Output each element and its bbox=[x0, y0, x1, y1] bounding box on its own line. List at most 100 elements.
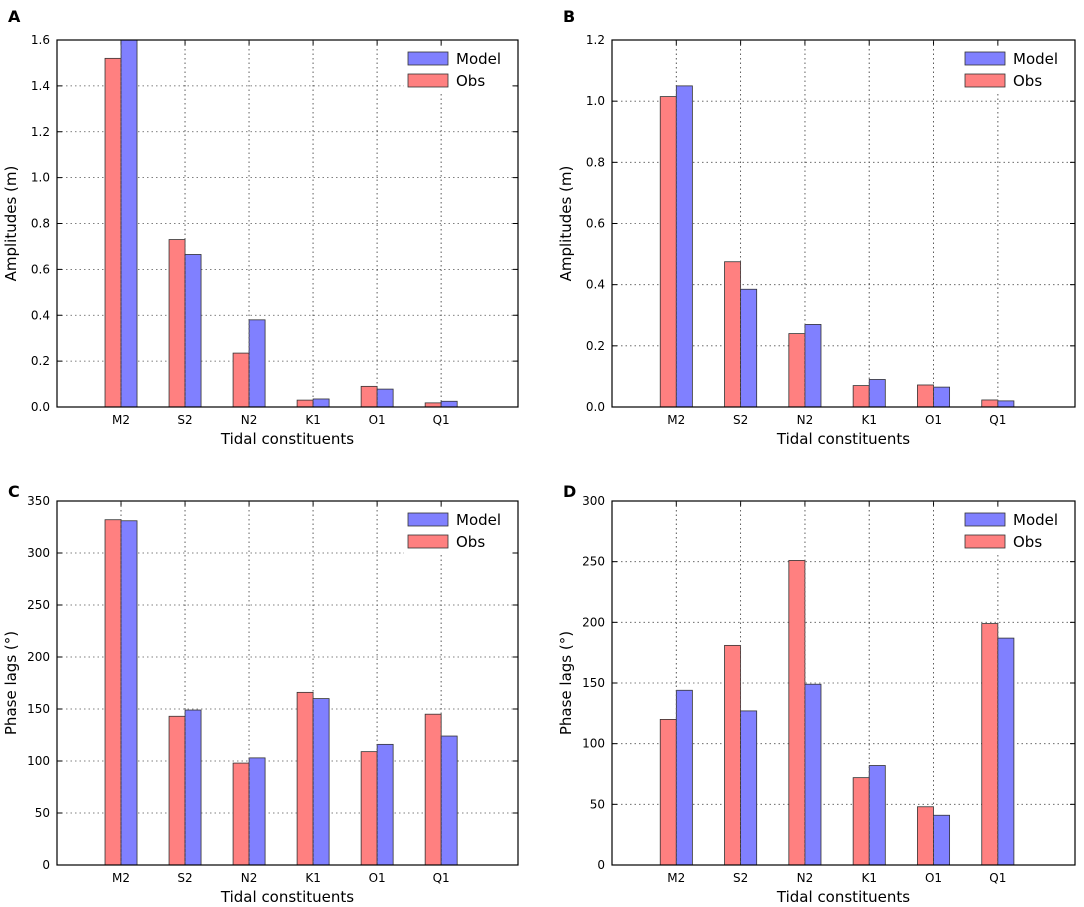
y-tick-label: 0.8 bbox=[31, 217, 50, 231]
bar-obs-m2 bbox=[104, 519, 122, 866]
y-tick-label: 300 bbox=[582, 494, 605, 508]
panel-a: 0.0 0.2 0.4 0.6 0.8 1.0 1.2 1.4 1.6 M2 S2 N2 K1 O1 Q1 M… bbox=[2, 7, 519, 448]
y-tick-label: 150 bbox=[27, 702, 50, 716]
legend-label-model: Model bbox=[1013, 50, 1058, 68]
y-tick-label: 50 bbox=[590, 797, 605, 811]
y-tick-label: 200 bbox=[582, 615, 605, 629]
x-tick-label: O1 bbox=[925, 413, 942, 427]
y-tick-label: 100 bbox=[582, 737, 605, 751]
panel-d: 0 50 100 150 200 250 300 M2 S2 N2 K1 O1 Q1 Model Obs Ti… bbox=[557, 482, 1076, 906]
bar-model-o1 bbox=[376, 388, 394, 408]
legend-swatch-obs bbox=[407, 534, 449, 549]
legend-swatch-obs bbox=[964, 534, 1006, 549]
x-tick-label: S2 bbox=[177, 871, 192, 885]
bar-obs-n2 bbox=[788, 560, 806, 866]
y-axis-label: Phase lags (°) bbox=[2, 631, 20, 735]
y-tick-label: 150 bbox=[582, 676, 605, 690]
y-tick-label: 1.0 bbox=[31, 171, 50, 185]
panel-c: 0 50 100 150 200 250 300 350 M2 S2 N2 K1 O1 Q1 Model Ob… bbox=[2, 482, 519, 906]
panel-b: 0.0 0.2 0.4 0.6 0.8 1.0 1.2 M2 S2 N2 K1 O1 Q1 Model Ob… bbox=[557, 7, 1076, 448]
x-axis-label: Tidal constituents bbox=[776, 888, 910, 906]
bar-obs-q1 bbox=[981, 399, 999, 408]
x-tick-label: S2 bbox=[733, 413, 748, 427]
plot-frame bbox=[611, 39, 1076, 408]
bar-obs-q1 bbox=[424, 402, 442, 408]
bar-obs-s2 bbox=[168, 715, 186, 866]
plot-frame bbox=[56, 500, 519, 866]
panel-letter: D bbox=[563, 482, 576, 501]
x-tick-label: K1 bbox=[861, 413, 877, 427]
legend-swatch-obs bbox=[964, 73, 1006, 88]
y-tick-label: 0.4 bbox=[31, 308, 50, 322]
x-axis-label: Tidal constituents bbox=[776, 430, 910, 448]
y-tick-label: 50 bbox=[35, 806, 50, 820]
x-tick-label: N2 bbox=[797, 871, 814, 885]
y-tick-label: 300 bbox=[27, 546, 50, 560]
bar-obs-m2 bbox=[659, 96, 677, 408]
bar-obs-k1 bbox=[296, 399, 314, 408]
x-tick-label: M2 bbox=[667, 871, 685, 885]
bar-model-s2 bbox=[740, 288, 758, 408]
x-tick-label: N2 bbox=[797, 413, 814, 427]
panel-letter: C bbox=[8, 482, 20, 501]
bar-model-n2 bbox=[804, 683, 822, 866]
y-tick-label: 0.2 bbox=[31, 354, 50, 368]
x-tick-label: N2 bbox=[241, 871, 258, 885]
plot-frame bbox=[56, 39, 519, 408]
y-axis-label: Amplitudes (m) bbox=[2, 166, 20, 282]
x-axis-label: Tidal constituents bbox=[220, 430, 354, 448]
legend-swatch-obs bbox=[407, 73, 449, 88]
legend-swatch-model bbox=[964, 512, 1006, 527]
bar-model-q1 bbox=[997, 637, 1015, 866]
x-tick-label: K1 bbox=[305, 413, 321, 427]
bar-obs-o1 bbox=[917, 384, 934, 408]
y-tick-label: 0.4 bbox=[586, 278, 605, 292]
legend-label-obs: Obs bbox=[1013, 533, 1042, 551]
y-tick-label: 0.2 bbox=[586, 339, 605, 353]
y-tick-label: 200 bbox=[27, 650, 50, 664]
legend-label-model: Model bbox=[456, 50, 501, 68]
legend-swatch-model bbox=[964, 51, 1006, 66]
bar-obs-k1 bbox=[852, 777, 870, 866]
bar-model-n2 bbox=[248, 319, 266, 408]
bar-obs-k1 bbox=[296, 691, 314, 866]
bar-model-o1 bbox=[376, 743, 394, 866]
x-tick-label: Q1 bbox=[433, 871, 450, 885]
y-tick-label: 0.0 bbox=[586, 400, 605, 414]
x-tick-label: M2 bbox=[667, 413, 685, 427]
x-tick-label: K1 bbox=[861, 871, 877, 885]
x-tick-label: S2 bbox=[733, 871, 748, 885]
bar-model-s2 bbox=[184, 709, 202, 866]
y-tick-label: 0.8 bbox=[586, 155, 605, 169]
y-tick-label: 1.6 bbox=[31, 33, 50, 47]
y-tick-label: 0 bbox=[42, 858, 50, 872]
y-tick-label: 0.6 bbox=[31, 262, 50, 276]
legend-label-model: Model bbox=[1013, 511, 1058, 529]
y-tick-label: 350 bbox=[27, 494, 50, 508]
y-axis-label: Phase lags (°) bbox=[557, 631, 575, 735]
bar-model-o1 bbox=[933, 814, 951, 866]
bar-model-k1 bbox=[868, 379, 886, 408]
y-tick-label: 1.2 bbox=[586, 33, 605, 47]
x-tick-label: N2 bbox=[241, 413, 258, 427]
legend-swatch-model bbox=[407, 51, 449, 66]
bar-obs-k1 bbox=[852, 385, 870, 408]
bar-model-o1 bbox=[933, 386, 951, 408]
x-tick-label: M2 bbox=[112, 413, 130, 427]
bar-model-m2 bbox=[120, 520, 138, 866]
bar-model-q1 bbox=[440, 735, 458, 866]
bar-obs-o1 bbox=[360, 385, 378, 408]
bar-model-m2 bbox=[675, 85, 693, 408]
bar-model-n2 bbox=[248, 757, 266, 866]
x-tick-label: Q1 bbox=[989, 413, 1006, 427]
y-tick-label: 1.4 bbox=[31, 79, 50, 93]
y-tick-label: 250 bbox=[27, 598, 50, 612]
bar-model-s2 bbox=[740, 710, 758, 866]
y-tick-label: 250 bbox=[582, 555, 605, 569]
y-tick-label: 100 bbox=[27, 754, 50, 768]
bar-obs-s2 bbox=[168, 239, 186, 408]
legend-label-obs: Obs bbox=[1013, 72, 1042, 90]
bar-model-n2 bbox=[804, 324, 822, 408]
plot-frame bbox=[611, 500, 1076, 866]
y-tick-label: 0 bbox=[597, 858, 605, 872]
